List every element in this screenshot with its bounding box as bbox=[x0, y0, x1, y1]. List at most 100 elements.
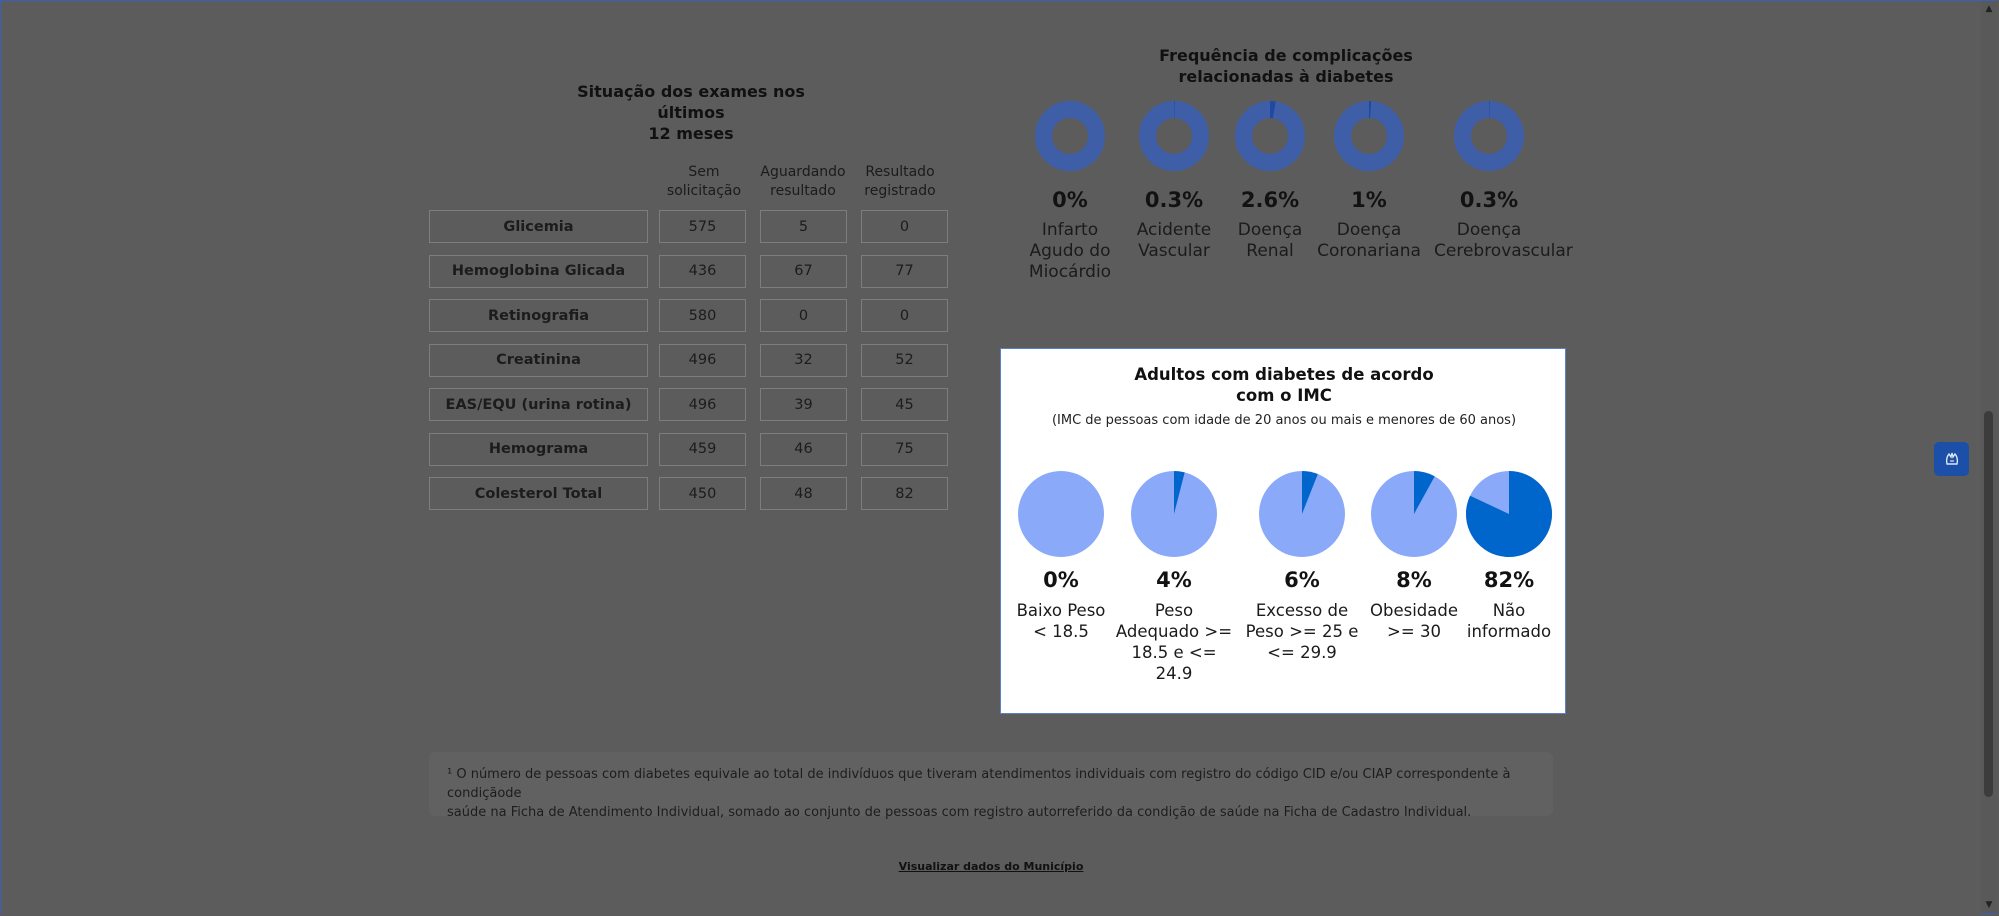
donut-value-arc bbox=[1334, 101, 1404, 171]
imc-item: 0% Baixo Peso < 18.5 bbox=[1001, 470, 1121, 642]
donut-track bbox=[1035, 101, 1105, 171]
column-header-line: Resultado bbox=[865, 164, 935, 180]
complication-donut bbox=[1139, 101, 1209, 171]
donut-track bbox=[1139, 101, 1209, 171]
complication-label-line: Vascular bbox=[1138, 241, 1210, 261]
imc-pie bbox=[1018, 471, 1104, 557]
imc-label-line: <= 29.9 bbox=[1267, 643, 1337, 662]
imc-item: 6% Excesso de Peso >= 25 e <= 29.9 bbox=[1242, 470, 1362, 663]
complication-donut bbox=[1454, 101, 1524, 171]
complication-label-line: Acidente bbox=[1136, 220, 1212, 240]
exam-value-cell: 75 bbox=[861, 432, 948, 466]
column-header-line: solicitação bbox=[666, 183, 742, 199]
imc-label-line: Baixo Peso bbox=[1016, 601, 1106, 620]
column-header-sem-solicitacao: Sem solicitação bbox=[659, 163, 749, 201]
pie-base bbox=[1018, 471, 1104, 557]
imc-percent: 8% bbox=[1396, 568, 1432, 592]
scroll-up-arrow-icon[interactable]: ▲ bbox=[1985, 4, 1993, 14]
exam-value-cell: 32 bbox=[760, 343, 847, 377]
exams-title-line1: Situação dos exames nos últimos bbox=[577, 82, 805, 122]
donut-value-arc bbox=[1139, 101, 1209, 171]
imc-percent: 6% bbox=[1284, 568, 1320, 592]
exam-value-cell: 580 bbox=[659, 299, 746, 332]
exam-value-cell: 0 bbox=[861, 299, 948, 332]
pie-value-slice bbox=[1302, 471, 1318, 514]
complication-label: Acidente Vascular bbox=[1119, 220, 1229, 262]
column-header-line: registrado bbox=[864, 183, 936, 199]
complication-label: Doença Renal bbox=[1215, 220, 1325, 262]
exam-row-label: Hemoglobina Glicada bbox=[429, 254, 648, 288]
exam-row-label: Hemograma bbox=[429, 432, 648, 466]
exam-row-label: EAS/EQU (urina rotina) bbox=[429, 388, 648, 421]
footnote-line2: saúde na Ficha de Atendimento Individual… bbox=[447, 805, 1472, 820]
complication-label: Infarto Agudo do Miocárdio bbox=[1015, 220, 1125, 283]
imc-label: Obesidade >= 30 bbox=[1354, 600, 1474, 642]
vertical-scrollbar[interactable]: ▲ ▼ bbox=[1981, 1, 1997, 913]
imc-percent: 0% bbox=[1043, 568, 1079, 592]
exam-row-label: Creatinina bbox=[429, 343, 648, 377]
exam-value-cell: 5 bbox=[760, 210, 847, 243]
imc-card-title: Adultos com diabetes de acordo com o IMC bbox=[1001, 364, 1567, 406]
donut-value-arc bbox=[1235, 101, 1305, 171]
imc-label-line: Peso >= 25 e bbox=[1245, 622, 1359, 641]
complications-section-title: Frequência de complicações relacionadas … bbox=[1131, 45, 1441, 87]
imc-pie bbox=[1259, 471, 1345, 557]
donut-track bbox=[1454, 101, 1524, 171]
exam-row-label: Colesterol Total bbox=[429, 477, 648, 510]
complication-label-line: Agudo do bbox=[1029, 241, 1111, 261]
exam-value-cell: 39 bbox=[760, 388, 847, 421]
exam-value-cell: 77 bbox=[861, 254, 948, 288]
complication-label-line: Doença bbox=[1336, 220, 1402, 240]
scrollbar-thumb[interactable] bbox=[1984, 411, 1993, 797]
complication-percent: 0% bbox=[1052, 188, 1088, 212]
imc-label: Não informado bbox=[1449, 600, 1569, 642]
complications-title-line1: Frequência de complicações bbox=[1159, 46, 1413, 65]
complication-label: Doença Cerebrovascular bbox=[1434, 220, 1573, 262]
complication-label-line: Cerebrovascular bbox=[1434, 241, 1573, 261]
accessibility-button[interactable] bbox=[1934, 442, 1969, 476]
imc-pie bbox=[1131, 471, 1217, 557]
exam-value-cell: 0 bbox=[861, 210, 948, 243]
complications-title-line2: relacionadas à diabetes bbox=[1178, 67, 1394, 86]
exams-section-title: Situação dos exames nos últimos 12 meses bbox=[541, 81, 841, 144]
exam-value-cell: 496 bbox=[659, 388, 746, 421]
exam-value-cell: 67 bbox=[760, 254, 847, 288]
complication-label-line: Coronariana bbox=[1317, 241, 1421, 261]
imc-percent: 82% bbox=[1483, 568, 1535, 592]
donut-value-arc bbox=[1454, 101, 1524, 171]
footnote: ¹ O número de pessoas com diabetes equiv… bbox=[429, 752, 1553, 820]
footnote-line1: ¹ O número de pessoas com diabetes equiv… bbox=[447, 767, 1511, 801]
complication-item: 0% Infarto Agudo do Miocárdio bbox=[1015, 100, 1125, 283]
scroll-down-arrow-icon[interactable]: ▼ bbox=[1985, 900, 1993, 910]
view-municipality-link[interactable]: Visualizar dados do Município bbox=[898, 860, 1084, 873]
column-header-resultado-registrado: Resultado registrado bbox=[855, 163, 945, 201]
complication-item: 0.3% Doença Cerebrovascular bbox=[1434, 100, 1573, 262]
imc-label-line: Peso bbox=[1154, 601, 1194, 620]
accessibility-hands-icon bbox=[1945, 452, 1958, 465]
imc-title-line2: com o IMC bbox=[1236, 386, 1332, 405]
imc-label-line: Adequado >= bbox=[1115, 622, 1233, 641]
exams-title-line2: 12 meses bbox=[648, 124, 734, 143]
exam-value-cell: 45 bbox=[861, 388, 948, 421]
imc-label-line: Excesso de bbox=[1255, 601, 1349, 620]
column-header-line: resultado bbox=[770, 183, 836, 199]
column-header-line: Sem bbox=[688, 164, 720, 180]
imc-label-line: Não bbox=[1492, 601, 1526, 620]
column-header-aguardando-resultado: Aguardando resultado bbox=[758, 163, 848, 201]
exam-value-cell: 82 bbox=[861, 477, 948, 510]
imc-label-line: >= 30 bbox=[1387, 622, 1441, 641]
exam-value-cell: 46 bbox=[760, 432, 847, 466]
complication-percent: 1% bbox=[1351, 188, 1387, 212]
imc-label: Baixo Peso < 18.5 bbox=[1001, 600, 1121, 642]
complication-donut bbox=[1235, 101, 1305, 171]
imc-item: 82% Não informado bbox=[1449, 470, 1569, 642]
complication-label-line: Infarto bbox=[1041, 220, 1099, 240]
exam-value-cell: 459 bbox=[659, 432, 746, 466]
imc-label-line: < 18.5 bbox=[1033, 622, 1089, 641]
imc-label: Peso Adequado >= 18.5 e <= 24.9 bbox=[1114, 600, 1234, 684]
imc-item: 4% Peso Adequado >= 18.5 e <= 24.9 bbox=[1114, 470, 1234, 684]
imc-item: 8% Obesidade >= 30 bbox=[1354, 470, 1474, 642]
imc-title-line1: Adultos com diabetes de acordo bbox=[1134, 365, 1434, 384]
imc-card-subtitle: (IMC de pessoas com idade de 20 anos ou … bbox=[1051, 413, 1517, 428]
exam-value-cell: 0 bbox=[760, 299, 847, 332]
